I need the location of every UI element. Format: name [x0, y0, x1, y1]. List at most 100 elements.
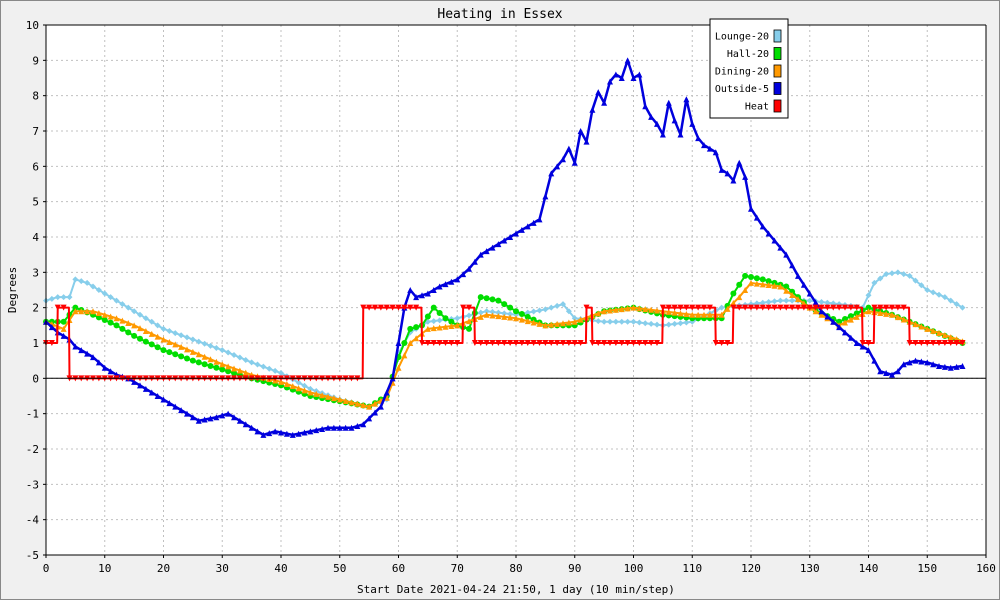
- series-dining-20-point: [695, 311, 702, 318]
- series-hall-20-point: [853, 310, 860, 317]
- series-outside-5-point: [231, 414, 237, 421]
- series-dining-20-point: [936, 329, 942, 336]
- series-heat-point: [924, 340, 931, 346]
- series-outside-5-point: [941, 363, 948, 370]
- series-dining-20-point: [947, 334, 954, 341]
- series-outside-5-point: [342, 424, 349, 431]
- series-outside-5-point: [783, 251, 790, 258]
- series-heat-point: [912, 340, 919, 346]
- series-outside-5-point: [677, 131, 684, 138]
- series-dining-20-point: [236, 367, 243, 374]
- series-outside-5-point: [853, 340, 860, 346]
- series-outside-5-point: [301, 429, 308, 436]
- series-heat-point: [894, 304, 901, 311]
- series-lounge-20-point: [683, 319, 690, 326]
- series-hall-20-point: [119, 325, 126, 332]
- series-outside-5-point: [918, 358, 925, 365]
- series-outside-5-point: [272, 428, 279, 435]
- series-outside-5-point: [383, 389, 390, 396]
- series-heat-point: [601, 340, 608, 346]
- series-outside-5-point: [847, 334, 854, 341]
- series-hall-20-point: [231, 370, 237, 377]
- series-lounge-20-point: [654, 321, 660, 328]
- series-dining-20-point: [689, 311, 696, 318]
- series-dining-20-point: [607, 307, 613, 314]
- series-hall-20-point: [407, 325, 414, 332]
- series-dining-20-point: [119, 317, 126, 324]
- series-hall-20-point: [213, 364, 220, 371]
- series-hall-20-point: [501, 301, 508, 308]
- series-heat-point: [818, 304, 825, 311]
- series-outside-5-point: [131, 378, 138, 385]
- series-outside-5-point: [483, 248, 490, 255]
- series-outside-5-point: [518, 226, 525, 233]
- series-outside-5-point: [742, 173, 749, 180]
- series-dining-20-point: [360, 402, 367, 409]
- series-heat-point: [759, 304, 766, 311]
- series-dining-20-point: [900, 316, 907, 323]
- series-heat-point: [495, 340, 502, 346]
- series-lounge-20-point: [601, 318, 608, 325]
- series-lounge-20-point: [207, 342, 214, 349]
- series-outside-5-point: [489, 244, 496, 251]
- series-heat-point: [753, 304, 760, 311]
- series-heat-point: [712, 340, 719, 346]
- series-lounge-20-point: [436, 317, 443, 324]
- series-outside-5-point: [266, 430, 273, 437]
- series-outside-5-point: [360, 421, 367, 428]
- series-dining-20-point: [771, 282, 778, 289]
- series-heat-point: [736, 304, 743, 311]
- series-dining-20-point: [894, 314, 901, 321]
- series-hall-20-point: [865, 304, 872, 311]
- tick-labels: 0 10 20 30 40 50 60 70 80 90 100 110 120 130 140 150 160…: [26, 19, 996, 575]
- series-outside-5-point: [560, 156, 566, 163]
- legend-swatch-lounge-20: [773, 29, 782, 43]
- series-outside-5-point: [659, 131, 666, 138]
- series-lounge-20-point: [871, 279, 878, 286]
- series-outside-5-point: [595, 89, 602, 96]
- series-dining-20-point: [283, 380, 290, 387]
- series-hall-20-point: [72, 304, 79, 311]
- series-heat-point: [689, 304, 696, 311]
- series-lounge-20-point: [48, 295, 55, 302]
- series-dining-20-point: [548, 321, 555, 328]
- series-outside-5-point: [771, 237, 778, 244]
- series-outside-5-point: [530, 219, 537, 226]
- series-heat-point: [718, 340, 725, 346]
- series-heat-point: [847, 304, 854, 311]
- series-dining-20-point: [724, 305, 731, 312]
- series-outside-5-point: [571, 159, 578, 166]
- series-hall-20-point: [178, 353, 185, 360]
- series-lounge-20-point: [189, 336, 196, 343]
- series-heat-point: [518, 340, 525, 346]
- series-outside-5-point: [859, 343, 866, 350]
- series-outside-5-point: [947, 364, 954, 371]
- series-dining-20-point: [818, 311, 825, 318]
- series-dining-20-point: [571, 318, 578, 325]
- series-dining-20-point: [648, 306, 655, 313]
- series-lounge-20-point: [166, 327, 173, 334]
- series-heat-point: [906, 340, 913, 346]
- series-hall-20-point: [759, 276, 766, 283]
- series-outside-5-point: [789, 262, 796, 269]
- series-lounge-20-point: [236, 354, 243, 361]
- y-tick-label: 10: [26, 19, 39, 32]
- series-hall-20-point: [131, 332, 138, 339]
- series-heat-point: [683, 304, 690, 311]
- series-heat-point: [648, 340, 655, 346]
- series-heat-point: [466, 304, 472, 311]
- series-lounge-20-point: [912, 277, 919, 284]
- series-dining-20-point: [912, 321, 919, 328]
- series-hall-20-point: [207, 362, 214, 369]
- series-heat-point: [671, 304, 678, 311]
- series-heat-point: [800, 304, 807, 311]
- series-lounge-20-point: [877, 275, 884, 282]
- series-heat-point: [360, 304, 367, 311]
- series-heat-point: [824, 304, 831, 311]
- series-hall-20-point: [201, 361, 208, 368]
- series-dining-20-point: [366, 403, 373, 410]
- grid: [46, 25, 986, 555]
- series-hall-20-point: [466, 325, 472, 332]
- series-dining-20-point: [219, 361, 226, 368]
